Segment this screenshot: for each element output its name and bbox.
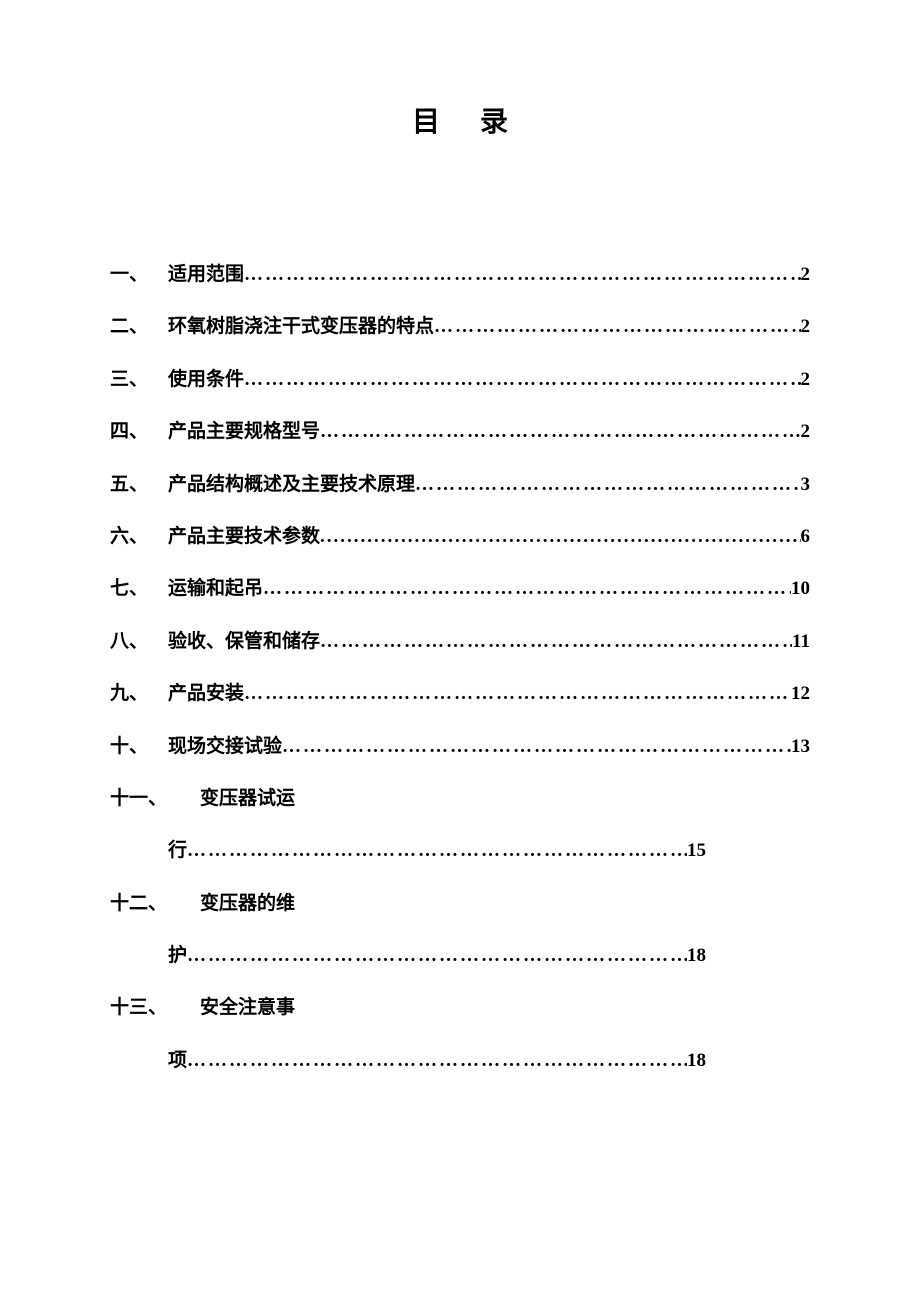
toc-page-number: 2 — [801, 312, 811, 342]
toc-title-part1: 安全注意事 — [200, 993, 295, 1023]
toc-leader-dots: …………………………………………………………………………………………………………… — [320, 417, 800, 447]
toc-page-number: 15 — [687, 836, 706, 866]
toc-page-number: 2 — [801, 417, 811, 447]
toc-leader-dots: …………………………………………………………………………………………………………… — [244, 260, 800, 290]
toc-page-number: 12 — [791, 679, 810, 709]
toc-page-number: 11 — [792, 627, 810, 657]
toc-title-part1: 变压器试运 — [200, 784, 295, 814]
toc-title: 产品安装 — [168, 679, 244, 709]
toc-page-number: 3 — [801, 470, 811, 500]
toc-number: 一、 — [110, 260, 168, 290]
toc-title: 产品主要技术参数 — [168, 522, 320, 552]
toc-number: 六、 — [110, 522, 168, 552]
toc-entry: 七、运输和起吊………………………………………………………………………………………… — [110, 574, 810, 604]
toc-page-number: 2 — [801, 260, 811, 290]
toc-entry: 六、产品主要技术参数..............................… — [110, 522, 810, 552]
toc-leader-dots: …………………………………………………………………………………………………………… — [320, 627, 792, 657]
toc-page-number: 10 — [791, 574, 810, 604]
toc-leader-dots: …………………………………………………………………………………………………………… — [244, 679, 791, 709]
toc-leader-dots: …………………………………………………………………………………………………………… — [244, 365, 800, 395]
toc-leader-dots: …………………………………………………………………………………………………………… — [282, 732, 791, 762]
toc-leader-dots: …………………………………………………………………………………………………………… — [415, 470, 800, 500]
toc-number: 十、 — [110, 732, 168, 762]
toc-entry: 九、产品安装…………………………………………………………………………………………… — [110, 679, 810, 709]
toc-entry: 十三、安全注意事项…………………………………………………………………………………… — [110, 993, 810, 1076]
toc-entry: 十二、变压器的维护…………………………………………………………………………………… — [110, 889, 810, 972]
toc-entry: 十一、变压器试运行…………………………………………………………………………………… — [110, 784, 810, 867]
toc-title: 验收、保管和储存 — [168, 627, 320, 657]
toc-entry: 三、使用条件…………………………………………………………………………………………… — [110, 365, 810, 395]
toc-number: 八、 — [110, 627, 168, 657]
toc-number: 二、 — [110, 312, 168, 342]
toc-entry: 五、产品结构概述及主要技术原理…………………………………………………………………… — [110, 470, 810, 500]
toc-entry: 一、适用范围…………………………………………………………………………………………… — [110, 260, 810, 290]
page-title: 目录 — [110, 100, 810, 140]
toc-title: 适用范围 — [168, 260, 244, 290]
toc-title: 使用条件 — [168, 365, 244, 395]
toc-number: 三、 — [110, 365, 168, 395]
toc-page-number: 6 — [801, 522, 811, 552]
table-of-contents: 一、适用范围…………………………………………………………………………………………… — [110, 260, 810, 1076]
toc-number: 五、 — [110, 470, 168, 500]
toc-leader-dots: …………………………………………………………………………………………………………… — [434, 312, 800, 342]
toc-title: 产品结构概述及主要技术原理 — [168, 470, 415, 500]
toc-title-part1: 变压器的维 — [200, 889, 295, 919]
toc-title: 运输和起吊 — [168, 574, 263, 604]
toc-entry: 八、验收、保管和储存………………………………………………………………………………… — [110, 627, 810, 657]
toc-entry: 二、环氧树脂浇注干式变压器的特点………………………………………………………………… — [110, 312, 810, 342]
toc-number: 四、 — [110, 417, 168, 447]
toc-number: 七、 — [110, 574, 168, 604]
toc-number: 九、 — [110, 679, 168, 709]
toc-title-part2: 护 — [168, 941, 187, 971]
toc-leader-dots: ........................................… — [320, 522, 800, 552]
toc-page-number: 18 — [687, 1046, 706, 1076]
toc-entry: 十、现场交接试验……………………………………………………………………………………… — [110, 732, 810, 762]
toc-title-part2: 行 — [168, 836, 187, 866]
toc-page-number: 2 — [801, 365, 811, 395]
toc-leader-dots: …………………………………………………………………………………………………………… — [263, 574, 791, 604]
toc-title-part2: 项 — [168, 1046, 187, 1076]
toc-page-number: 13 — [791, 732, 810, 762]
toc-number: 十三、 — [110, 993, 200, 1023]
toc-title: 产品主要规格型号 — [168, 417, 320, 447]
toc-title: 现场交接试验 — [168, 732, 282, 762]
toc-title: 环氧树脂浇注干式变压器的特点 — [168, 312, 434, 342]
toc-leader-dots: …………………………………………………………………………………………………………… — [187, 941, 687, 971]
toc-number: 十二、 — [110, 889, 200, 919]
toc-entry: 四、产品主要规格型号………………………………………………………………………………… — [110, 417, 810, 447]
toc-leader-dots: …………………………………………………………………………………………………………… — [187, 1046, 687, 1076]
toc-page-number: 18 — [687, 941, 706, 971]
toc-leader-dots: …………………………………………………………………………………………………………… — [187, 836, 687, 866]
toc-number: 十一、 — [110, 784, 200, 814]
